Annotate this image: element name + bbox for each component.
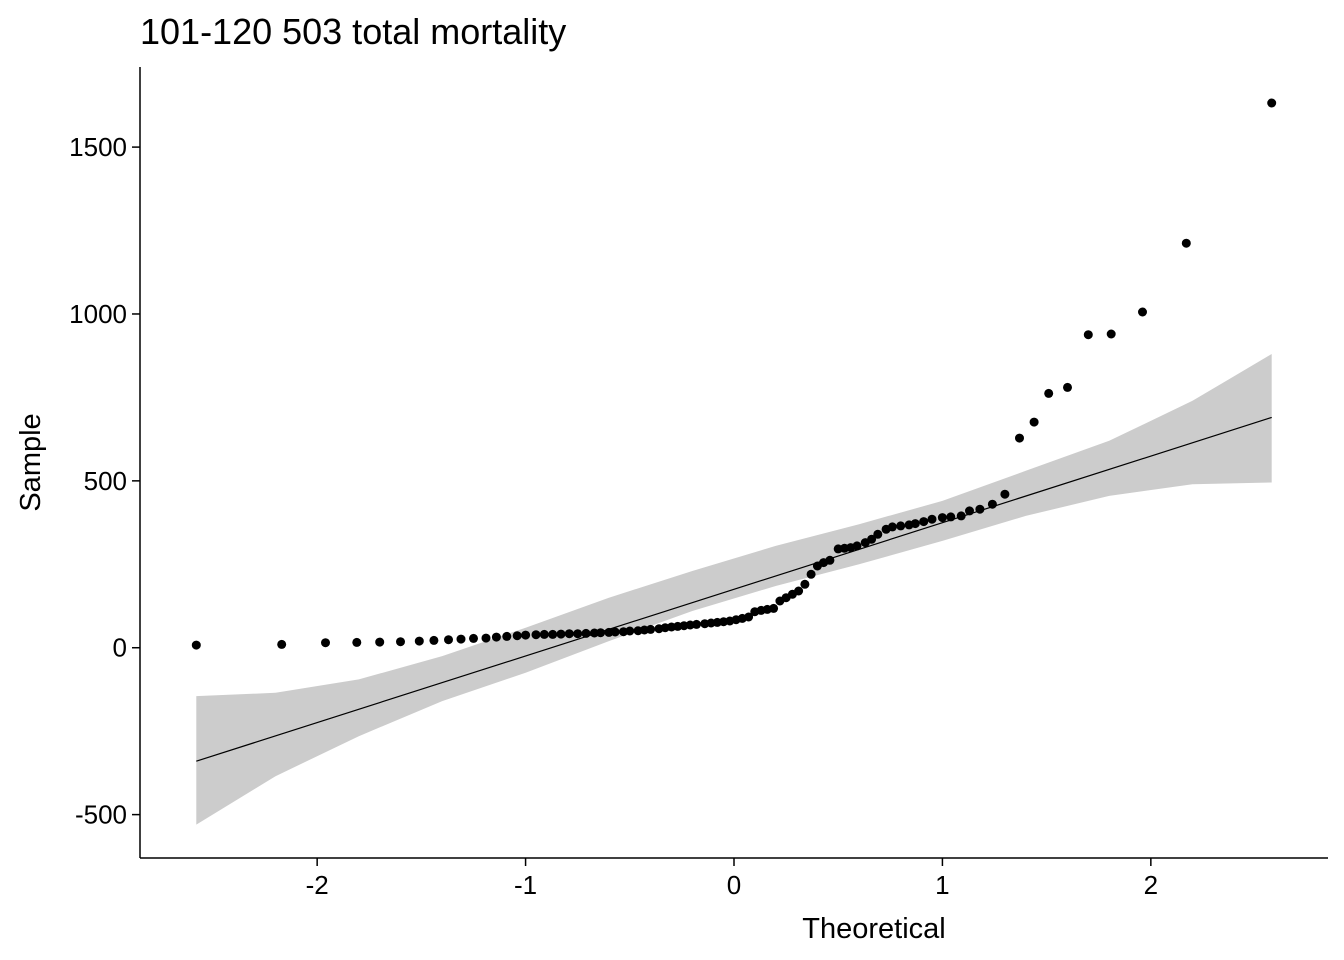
sample-point (987, 499, 997, 509)
sample-point (531, 630, 541, 640)
sample-point (610, 627, 620, 637)
sample-point (646, 624, 656, 634)
y-tick-label: 1500 (69, 132, 127, 162)
sample-points (191, 98, 1277, 650)
sample-point (573, 629, 583, 639)
sample-point (1063, 382, 1072, 392)
qq-reference-line (196, 416, 1272, 762)
sample-point (352, 637, 362, 647)
sample-point (596, 628, 606, 638)
sample-point (321, 638, 330, 648)
sample-point (1138, 307, 1147, 317)
chart-title: 101-120 503 total mortality (140, 11, 566, 52)
sample-point (927, 514, 937, 524)
sample-point (548, 629, 558, 639)
sample-point (1106, 329, 1116, 339)
sample-point (1015, 433, 1024, 443)
sample-point (744, 612, 754, 622)
x-tick-label: 1 (935, 870, 949, 900)
sample-point (1029, 417, 1039, 427)
sample-point (556, 629, 566, 639)
sample-point (502, 631, 512, 641)
y-tick-label: 1000 (69, 299, 127, 329)
sample-point (539, 629, 549, 639)
x-tick-label: -1 (514, 870, 537, 900)
sample-point (1181, 238, 1191, 248)
y-tick-label: 500 (84, 466, 127, 496)
sample-point (1083, 330, 1093, 340)
sample-point (375, 637, 385, 647)
x-tick-label: 0 (727, 870, 741, 900)
x-tick-label: 2 (1144, 870, 1158, 900)
sample-point (564, 629, 574, 639)
sample-point (414, 636, 424, 646)
y-tick-label: -500 (75, 800, 127, 830)
sample-point (1000, 489, 1010, 499)
sample-point (806, 569, 816, 579)
sample-point (794, 586, 804, 596)
sample-point (867, 534, 877, 544)
sample-point (800, 579, 810, 589)
sample-point (896, 521, 906, 531)
y-tick-label: 0 (113, 633, 127, 663)
sample-point (581, 628, 591, 638)
sample-point (910, 519, 920, 529)
y-axis-title: Sample (15, 413, 47, 511)
sample-point (852, 541, 862, 551)
sample-point (1044, 388, 1054, 398)
sample-point (825, 555, 835, 565)
sample-point (396, 637, 405, 647)
x-axis-title: Theoretical (802, 913, 945, 945)
sample-point (521, 630, 531, 640)
sample-point (887, 522, 897, 532)
sample-point (491, 632, 501, 642)
sample-point (956, 511, 966, 521)
sample-point (456, 634, 466, 644)
sample-point (277, 639, 287, 649)
sample-point (481, 633, 491, 643)
sample-point (946, 512, 956, 522)
sample-point (919, 517, 929, 527)
axes: -2 -1 0 1 2 -500 0 500 1000 1500 (69, 67, 1328, 900)
sample-point (512, 631, 522, 641)
sample-point (1267, 98, 1277, 108)
sample-point (873, 529, 883, 539)
sample-point (975, 504, 985, 514)
sample-point (625, 626, 635, 636)
sample-point (429, 635, 439, 645)
sample-point (769, 603, 779, 613)
sample-point (469, 633, 478, 643)
x-tick-label: -2 (306, 870, 329, 900)
sample-point (965, 506, 974, 516)
sample-point (444, 635, 453, 645)
reference-line (196, 416, 1272, 762)
sample-point (692, 619, 701, 629)
sample-point (191, 640, 201, 650)
sample-point (937, 513, 947, 523)
